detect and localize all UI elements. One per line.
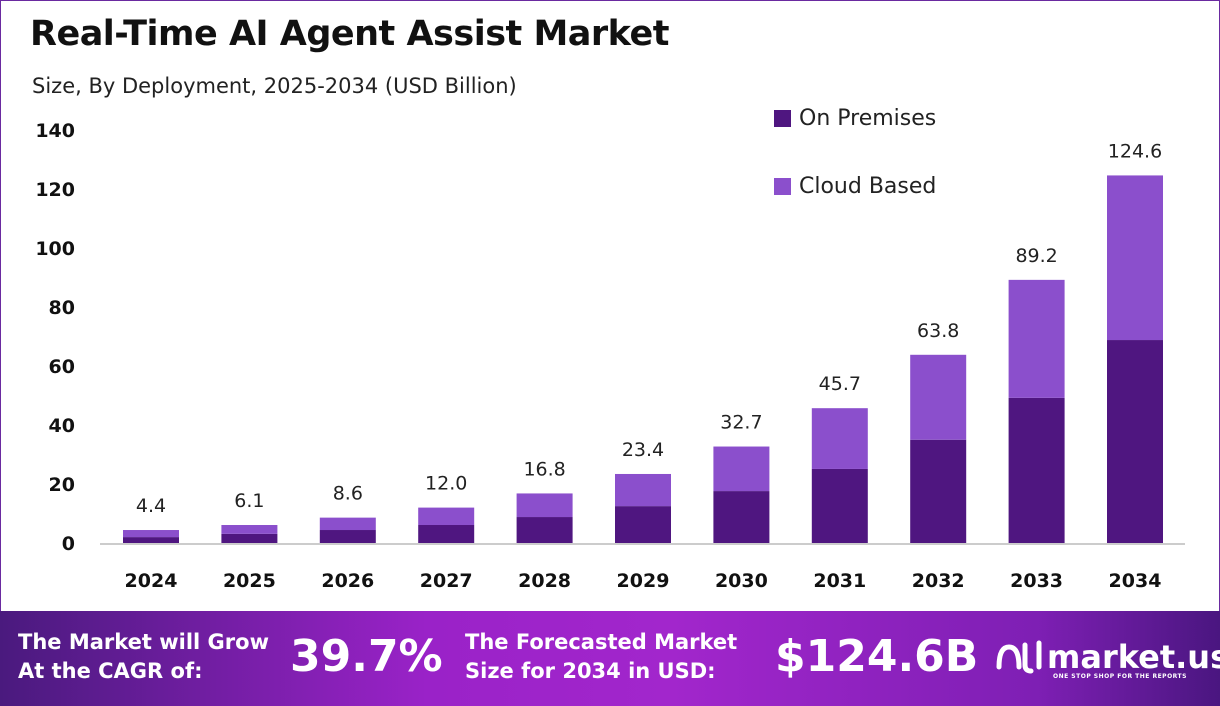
bar-on-premises [319, 530, 376, 543]
x-tick-label: 2029 [617, 570, 670, 592]
x-tick-label: 2025 [223, 570, 276, 592]
logo-icon [996, 640, 1042, 674]
bar-on-premises [1107, 340, 1163, 543]
legend-label: On Premises [799, 106, 937, 131]
data-label: 89.2 [1015, 245, 1057, 267]
x-tick-label: 2030 [715, 570, 768, 592]
x-tick-label: 2031 [813, 570, 866, 592]
bar-cloud-based [123, 530, 179, 538]
bar-cloud-based [910, 354, 967, 440]
bar-cloud-based [418, 507, 475, 526]
data-label: 32.7 [720, 412, 762, 434]
x-tick-label: 2026 [321, 570, 374, 592]
data-label: 6.1 [234, 490, 264, 512]
forecast-label-line: Size for 2034 in USD: [465, 659, 716, 683]
legend-on-premises: On Premises [774, 106, 936, 131]
cagr-label-line: At the CAGR of: [18, 659, 203, 683]
forecast-value: $124.6B [775, 631, 979, 682]
bar-cloud-based [1107, 175, 1163, 341]
data-label: 8.6 [333, 483, 363, 505]
legend-swatch-on-premises [774, 110, 791, 127]
x-tick-label: 2032 [912, 570, 965, 592]
bar-cloud-based [221, 525, 278, 534]
summary-banner: The Market will Grow At the CAGR of: 39.… [0, 611, 1220, 706]
bar-on-premises [516, 517, 573, 543]
bar-on-premises [811, 468, 868, 543]
cagr-label-line: The Market will Grow [18, 630, 269, 654]
bar-chart: 0 20 40 60 80 100 120 140 4.4 2024 6.1 2025 8.6 2026 1… [35, 120, 1185, 592]
x-tick-label: 2027 [420, 570, 473, 592]
bar-on-premises [418, 525, 475, 543]
legend-swatch-cloud-based [774, 178, 791, 195]
bar-on-premises [910, 439, 967, 543]
x-tick-label: 2034 [1109, 570, 1162, 592]
data-label: 124.6 [1108, 140, 1162, 162]
x-tick-label: 2024 [125, 570, 178, 592]
y-tick-label: 100 [35, 238, 75, 260]
y-tick-label: 20 [49, 474, 75, 496]
bar-cloud-based [319, 517, 376, 531]
y-tick-label: 120 [35, 179, 75, 201]
data-label: 23.4 [622, 439, 664, 461]
bar-on-premises [1008, 397, 1065, 543]
bar-on-premises [123, 537, 179, 543]
data-label: 4.4 [136, 495, 166, 517]
y-tick-label: 140 [35, 120, 75, 142]
bar-cloud-based [811, 408, 868, 469]
bar-on-premises [713, 491, 770, 543]
bar-cloud-based [516, 493, 573, 518]
data-label: 63.8 [917, 320, 959, 342]
chart-subtitle: Size, By Deployment, 2025-2034 (USD Bill… [32, 74, 517, 98]
forecast-label-line: The Forecasted Market [465, 630, 738, 654]
market-us-logo: market.us ONE STOP SHOP FOR THE REPORTS [995, 637, 1220, 680]
legend-cloud-based: Cloud Based [774, 174, 936, 199]
chart-title: Real-Time AI Agent Assist Market [30, 14, 669, 54]
y-tick-label: 0 [62, 533, 75, 555]
cagr-value: 39.7% [290, 631, 443, 682]
x-tick-label: 2033 [1010, 570, 1063, 592]
logo-name: market.us [1047, 638, 1220, 676]
data-label: 12.0 [425, 473, 467, 495]
y-tick-label: 60 [49, 356, 75, 378]
bar-cloud-based [713, 446, 770, 492]
cagr-label: The Market will Grow At the CAGR of: [18, 628, 269, 686]
data-label: 16.8 [523, 458, 565, 480]
bar-cloud-based [1008, 279, 1065, 398]
y-tick-label: 80 [49, 297, 75, 319]
data-label: 45.7 [819, 373, 861, 395]
y-tick-label: 40 [49, 415, 75, 437]
bar-on-premises [615, 506, 671, 543]
bar-cloud-based [615, 473, 671, 507]
bar-on-premises [221, 533, 278, 543]
forecast-label: The Forecasted Market Size for 2034 in U… [465, 628, 737, 686]
logo-tagline: ONE STOP SHOP FOR THE REPORTS [1053, 673, 1187, 680]
x-tick-label: 2028 [518, 570, 571, 592]
legend-label: Cloud Based [799, 174, 937, 199]
